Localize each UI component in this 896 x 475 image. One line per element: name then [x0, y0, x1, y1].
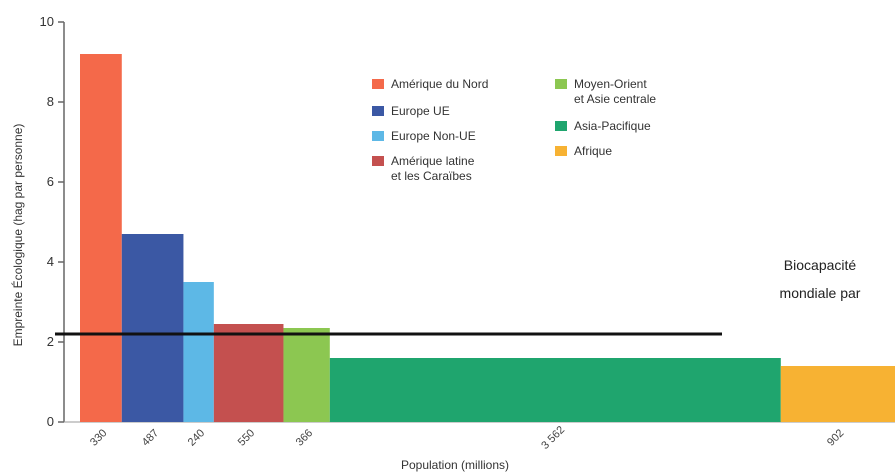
y-tick-label: 0	[47, 414, 54, 429]
legend-label: et les Caraïbes	[391, 169, 472, 183]
x-tick-label: 902	[825, 427, 846, 448]
legend: Amérique du Nord Europe UE Europe Non-UE Am…	[372, 77, 656, 183]
legend-swatch	[372, 106, 384, 116]
reference-line-group: Biocapacité mondiale par	[55, 257, 861, 336]
legend-label: Afrique	[574, 144, 612, 158]
y-tick-label: 8	[47, 94, 54, 109]
y-tick-label: 10	[40, 14, 54, 29]
x-tick-label: 487	[140, 427, 161, 448]
bar	[283, 328, 330, 422]
y-axis-title: Empreinte Écologique (hag par personne)	[10, 124, 25, 347]
legend-swatch	[372, 131, 384, 141]
x-axis-title: Population (millions)	[401, 458, 509, 472]
legend-label: Amérique du Nord	[391, 77, 488, 91]
legend-swatch	[372, 156, 384, 166]
x-tick-label: 3 562	[539, 424, 567, 452]
x-tick-label: 550	[236, 427, 257, 448]
bar	[780, 366, 895, 422]
y-tick-label: 4	[47, 254, 54, 269]
legend-label: et Asie centrale	[574, 92, 656, 106]
legend-swatch	[555, 121, 567, 131]
y-tick-label: 2	[47, 334, 54, 349]
x-tick-label: 330	[88, 427, 109, 448]
legend-label: Europe Non-UE	[391, 129, 476, 143]
y-tick-label: 6	[47, 174, 54, 189]
legend-label: Asia-Pacifique	[574, 119, 651, 133]
bar	[213, 324, 284, 422]
x-tick-label: 240	[186, 427, 207, 448]
legend-label: Moyen-Orient	[574, 77, 647, 91]
bar	[329, 358, 781, 422]
x-tick-labels: 330 487 240 550 366 3 562 902	[88, 424, 846, 452]
legend-swatch	[555, 146, 567, 156]
x-tick-label: 366	[294, 427, 315, 448]
legend-swatch	[555, 79, 567, 89]
bar	[183, 282, 214, 422]
legend-swatch	[372, 79, 384, 89]
bar	[80, 54, 122, 422]
legend-label: Amérique latine	[391, 154, 475, 168]
reference-line-label: mondiale par	[780, 285, 861, 301]
legend-label: Europe UE	[391, 104, 450, 118]
reference-line-label: Biocapacité	[784, 257, 857, 273]
bars	[80, 54, 895, 422]
bar	[121, 234, 184, 422]
